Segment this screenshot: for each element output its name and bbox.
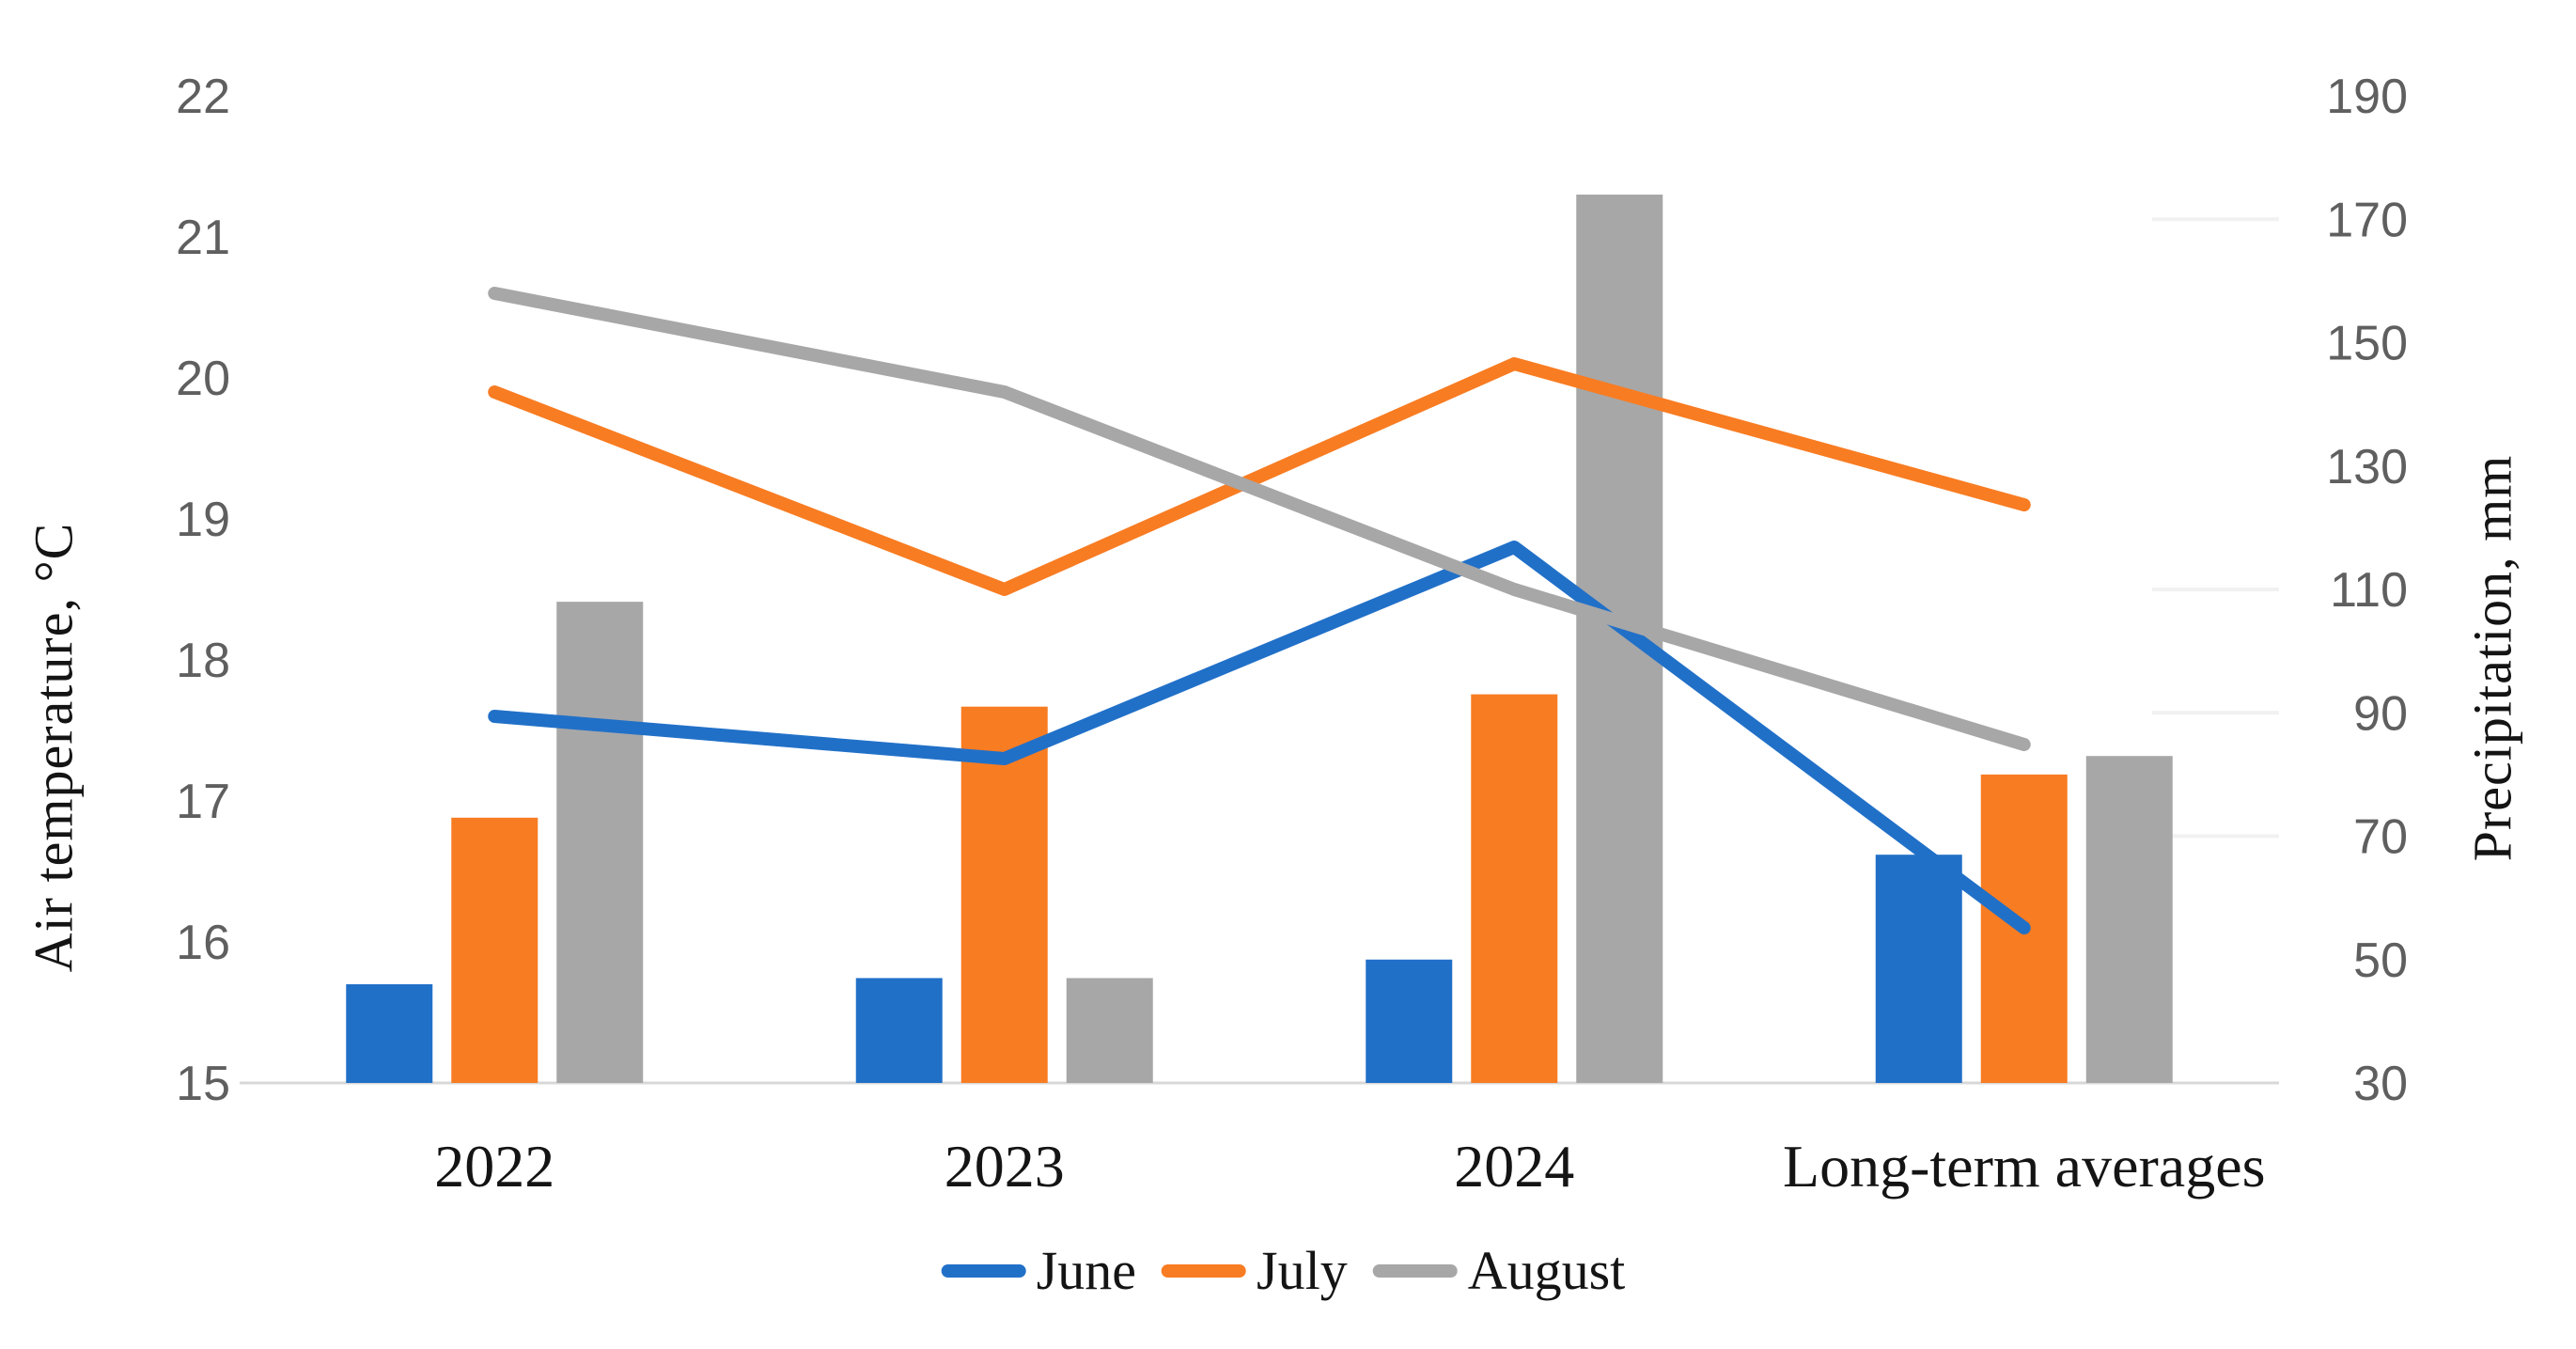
left-axis-tick-label: 21 xyxy=(176,211,230,265)
legend-line-july-swatch-icon xyxy=(1162,1263,1247,1278)
right-axis-tick-label: 90 xyxy=(2353,686,2408,741)
right-axis-tick-label: 150 xyxy=(2326,317,2408,371)
category-label: 2023 xyxy=(945,1133,1065,1200)
bar-august-long-term-averages xyxy=(2085,756,2173,1083)
bar-june-2022 xyxy=(346,984,433,1083)
legend: June July August xyxy=(941,1239,1626,1302)
left-axis-tick-label: 22 xyxy=(176,70,230,124)
legend-item-august: August xyxy=(1372,1239,1626,1302)
left-axis-tick-label: 18 xyxy=(176,634,230,688)
category-label: 2022 xyxy=(434,1133,554,1200)
bar-july-2023 xyxy=(960,706,1048,1083)
bar-august-2023 xyxy=(1066,978,1153,1083)
right-axis-tick-label: 130 xyxy=(2326,440,2408,494)
right-axis-tick-label: 190 xyxy=(2326,70,2408,124)
legend-label: July xyxy=(1257,1240,1348,1301)
right-axis-tick-label: 70 xyxy=(2353,810,2408,865)
left-axis-tick-label: 15 xyxy=(176,1057,230,1111)
right-axis-tick-label: 50 xyxy=(2353,933,2408,988)
left-axis-title: Air temperature, °C xyxy=(23,522,85,973)
legend-item-july: July xyxy=(1161,1239,1348,1302)
category-label: 2024 xyxy=(1454,1133,1574,1200)
bar-july-2024 xyxy=(1471,694,1558,1083)
line-july xyxy=(488,357,2031,596)
legend-line-june-swatch-icon xyxy=(941,1263,1026,1278)
right-axis-tick-label: 30 xyxy=(2353,1057,2408,1111)
line-june xyxy=(488,541,2031,934)
left-axis-tick-label: 16 xyxy=(176,916,230,970)
left-axis-tick-label: 20 xyxy=(176,352,230,406)
legend-line-august-swatch-icon xyxy=(1372,1263,1458,1278)
left-axis-tick-label: 19 xyxy=(176,493,230,547)
right-axis-tick-label: 170 xyxy=(2326,193,2408,247)
legend-label: June xyxy=(1036,1240,1137,1301)
right-axis-tick-label: 110 xyxy=(2330,563,2408,618)
bar-august-2024 xyxy=(1576,195,1663,1083)
legend-label: August xyxy=(1467,1240,1626,1301)
category-label: Long-term averages xyxy=(1783,1133,2266,1200)
left-axis-tick-label: 17 xyxy=(176,775,230,829)
bar-august-2022 xyxy=(556,602,644,1083)
line-august xyxy=(488,287,2031,751)
bar-july-2022 xyxy=(451,817,539,1083)
bar-june-2024 xyxy=(1366,959,1453,1083)
right-axis-title: Precipitation, mm xyxy=(2461,454,2523,862)
bar-june-long-term-averages xyxy=(1875,855,1962,1083)
bar-june-2023 xyxy=(855,978,943,1083)
legend-item-june: June xyxy=(941,1239,1136,1302)
